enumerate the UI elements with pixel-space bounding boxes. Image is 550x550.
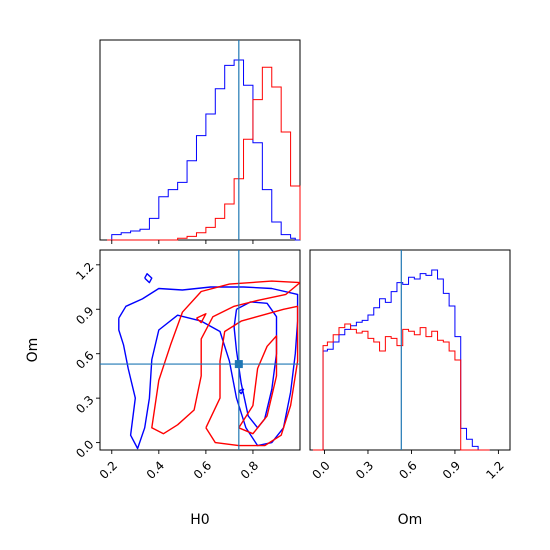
om-marginal-x-tick-label: 1.2 xyxy=(483,458,506,481)
joint-y-tick-label: 0.6 xyxy=(73,348,96,371)
joint-x-axis-title: H0 xyxy=(190,512,209,528)
om-marginal-x-tick-label: 0.6 xyxy=(396,458,419,481)
contour-blue-2 xyxy=(144,273,153,284)
h0-marginal-panel xyxy=(99,39,301,244)
truth-marker xyxy=(234,360,243,369)
om-marginal-x-tick-label: 0.3 xyxy=(353,458,376,481)
h0-marginal-ticks xyxy=(111,240,254,244)
joint-y-tick-label: 0.9 xyxy=(73,304,96,327)
joint-frame xyxy=(99,249,301,451)
joint-y-ticks: 0.0 0.3 0.6 0.9 1.2 xyxy=(73,260,100,461)
om-marginal-frame xyxy=(309,249,511,451)
joint-x-tick-label: 0.8 xyxy=(238,458,261,481)
joint-x-ticks: 0.2 0.4 0.6 0.8 xyxy=(97,450,261,482)
om-x-axis-title: Om xyxy=(398,512,423,528)
h0-marginal-frame xyxy=(99,39,301,241)
joint-truth-lines xyxy=(100,250,300,450)
contour-blue-3 xyxy=(238,388,245,395)
om-marginal-x-tick-label: 0.0 xyxy=(309,458,332,481)
contour-red-0 xyxy=(151,280,300,435)
joint-x-tick-label: 0.6 xyxy=(191,458,214,481)
h0-marginal-hist-blue xyxy=(107,59,300,241)
om-marginal-hist-blue xyxy=(312,269,490,451)
joint-x-tick-label: 0.2 xyxy=(97,458,120,481)
om-marginal-hist-red xyxy=(312,323,490,451)
h0-marginal-series xyxy=(107,59,301,241)
joint-y-axis-title: Om xyxy=(25,338,41,363)
contour-red-3 xyxy=(196,313,207,324)
om-marginal-series xyxy=(312,269,490,451)
joint-contours xyxy=(118,273,300,450)
h0-om-joint-panel: 0.2 0.4 0.6 0.8 0.0 0.3 0.6 0.9 1.2 H0 Om xyxy=(25,249,301,528)
om-marginal-panel: 0.0 0.3 0.6 0.9 1.2 Om xyxy=(309,249,511,528)
h0-marginal-hist-red xyxy=(107,66,301,241)
joint-y-tick-label: 0.3 xyxy=(73,393,96,416)
joint-x-tick-label: 0.4 xyxy=(144,458,167,481)
om-marginal-ticks: 0.0 0.3 0.6 0.9 1.2 xyxy=(309,450,507,482)
om-marginal-x-tick-label: 0.9 xyxy=(440,458,463,481)
joint-y-tick-label: 0.0 xyxy=(73,437,96,460)
contour-red-2 xyxy=(238,335,278,435)
contour-red-1 xyxy=(205,305,299,447)
joint-y-tick-label: 1.2 xyxy=(73,260,96,283)
